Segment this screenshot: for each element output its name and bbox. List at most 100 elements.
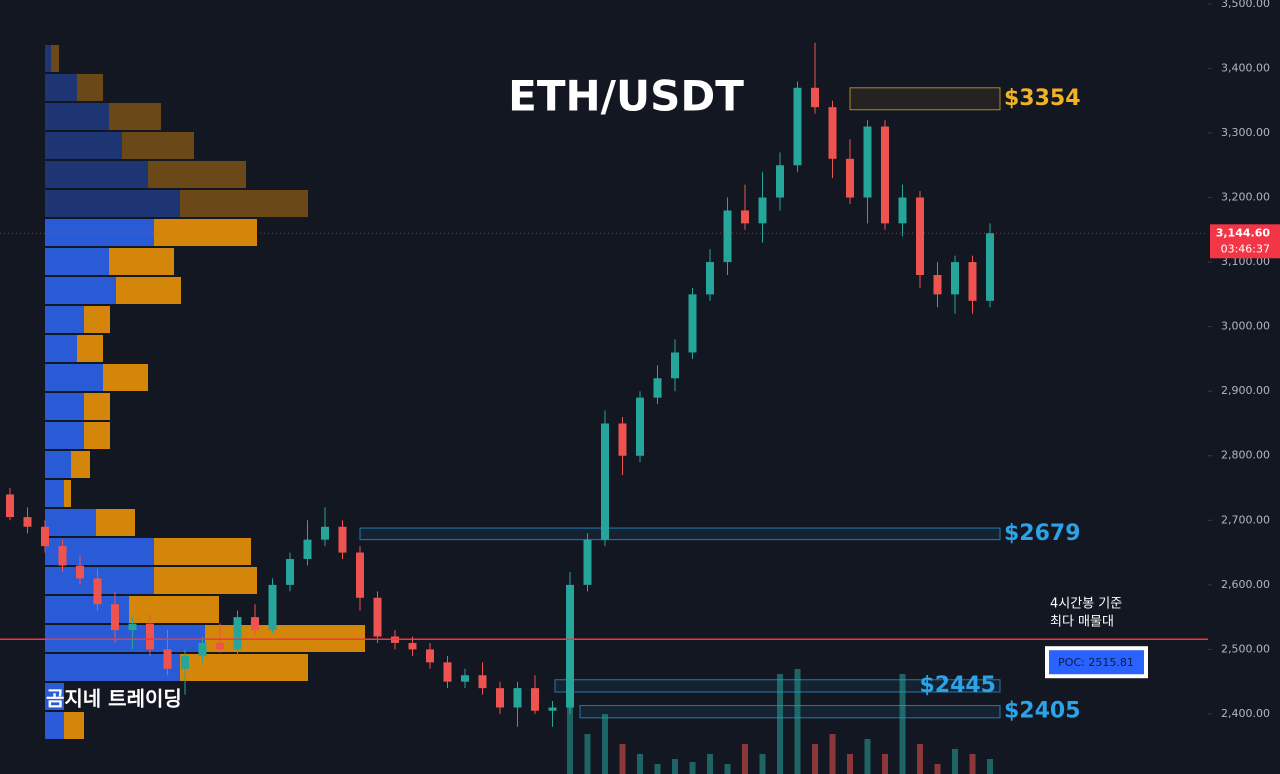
volume-bar [847,754,853,774]
profile-buy [45,451,71,478]
price-axis [1208,0,1280,774]
candle-body [41,526,49,547]
volume-bar [759,754,766,774]
last-price-label: 3,144.60 [1216,226,1271,239]
candle-body [741,210,749,224]
y-tick-label: 3,000.00 [1221,320,1270,333]
volume-bar [672,759,678,774]
candle-body [496,688,504,708]
profile-sell [109,248,174,275]
candle-body [793,87,802,166]
volume-bar [777,674,783,774]
y-tick-label: 2,600.00 [1221,578,1270,591]
profile-buy [45,132,122,159]
candle-body [286,559,294,585]
candle-body [338,526,347,553]
candle-body [111,604,119,631]
candle-body [146,623,154,650]
profile-sell [116,277,181,304]
candle-body [653,378,662,398]
candle-body [163,649,172,669]
profile-buy [45,45,51,72]
profile-buy [45,277,116,304]
profile-buy [45,654,180,681]
volume-bar [864,739,871,774]
candle-body [601,423,609,540]
profile-sell [122,132,194,159]
candle-body [478,675,487,689]
candle-body [671,352,679,379]
profile-sell [71,451,90,478]
volume-bar [829,734,836,774]
poc-badge [1049,650,1144,675]
volume-bar [637,754,643,774]
candle-body [233,617,242,650]
candle-body [216,642,224,650]
zone-label: $3354 [1004,86,1081,111]
zone-label: $2405 [1004,699,1081,724]
candle-body [688,294,697,353]
candle-body [916,197,924,275]
volume-bar [567,674,573,774]
candle-body [426,649,434,663]
y-tick-label: 2,700.00 [1221,513,1270,526]
y-tick-label: 3,200.00 [1221,191,1270,204]
candle-body [548,707,557,711]
profile-sell [154,538,251,565]
profile-sell [148,161,246,188]
profile-buy [45,509,96,536]
profile-buy [45,190,180,217]
profile-sell [154,219,257,246]
profile-sell [77,335,103,362]
profile-buy [45,712,64,739]
profile-sell [84,306,110,333]
volume-bar [882,754,888,774]
volume-bar [934,764,941,774]
y-tick-label: 3,300.00 [1221,126,1270,139]
candle-body [846,158,854,198]
zone-label: $2445 [919,673,996,698]
candle-body [408,642,417,650]
candle-body [356,552,364,598]
profile-sell [96,509,135,536]
poc-label: POC: 2515.81 [1058,656,1134,669]
profile-buy [45,683,64,710]
zone-box [359,527,1001,541]
candle-body [811,87,819,108]
y-tick-label: 2,400.00 [1221,707,1270,720]
candle-body [723,210,732,263]
candle-body [618,423,627,456]
candle-body [251,617,259,631]
profile-sell [64,480,71,507]
candle-body [933,274,942,295]
candle-body [513,688,522,708]
profile-buy [45,393,84,420]
candle-body [76,565,84,579]
volume-bar [707,754,713,774]
candle-body [566,584,574,708]
volume-bar [689,762,696,774]
volume-bar [794,669,801,774]
chart-title: ETH/USDT [508,72,744,121]
candle-body [443,662,452,682]
candle-body [881,126,889,224]
y-tick-label: 3,100.00 [1221,255,1270,268]
profile-buy [45,364,103,391]
profile-sell [129,596,219,623]
candle-body [636,397,644,456]
candle-body [6,494,14,518]
candle-body [303,539,312,560]
profile-sell [84,422,110,449]
candle-body [23,517,32,527]
countdown: 03:46:37 [1221,242,1270,255]
y-tick-label: 2,800.00 [1221,449,1270,462]
candle-body [128,623,137,631]
zone-label: $2679 [1004,521,1081,546]
candle-body [58,546,67,566]
profile-sell [77,74,103,101]
volume-bar [654,764,661,774]
profile-buy [45,480,64,507]
profile-buy [45,422,84,449]
candle-body [951,262,959,295]
